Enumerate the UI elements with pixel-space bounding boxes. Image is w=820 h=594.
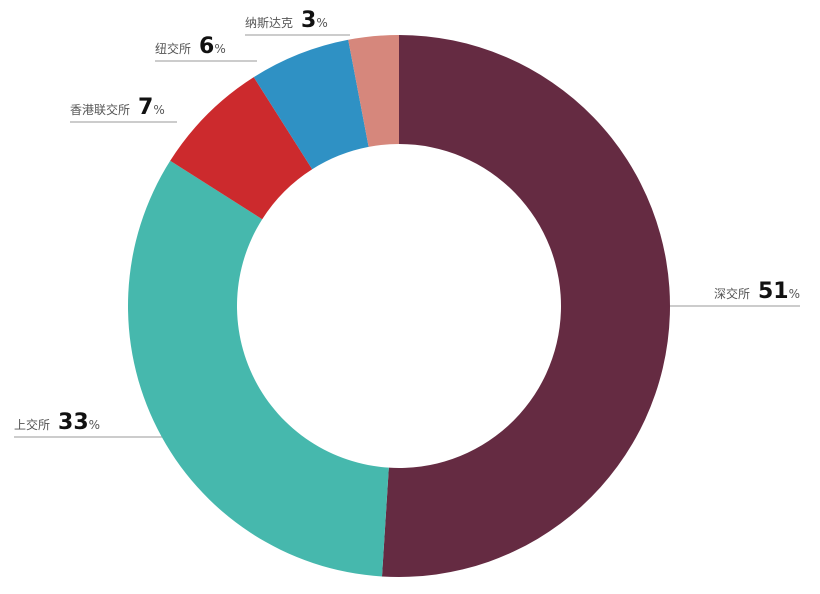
value-label: 33 (58, 410, 89, 435)
slice-label: 上交所 33% (14, 410, 100, 435)
slice-label: 纽交所 6% (155, 34, 226, 59)
value-label: 3 (301, 8, 316, 33)
category-label: 上交所 (14, 417, 50, 432)
unit-label: % (214, 42, 225, 56)
slice-label: 香港联交所 7% (70, 95, 165, 120)
category-label: 深交所 (714, 286, 750, 301)
unit-label: % (789, 287, 800, 301)
donut-slice (348, 35, 399, 147)
slice-label: 纳斯达克 3% (245, 8, 328, 33)
unit-label: % (316, 16, 327, 30)
donut-slice (253, 39, 369, 170)
unit-label: % (153, 103, 164, 117)
slice-label: 深交所 51% (714, 279, 800, 304)
value-label: 7 (138, 95, 153, 120)
category-label: 纳斯达克 (245, 16, 293, 30)
unit-label: % (89, 418, 100, 432)
value-label: 51 (758, 279, 789, 304)
donut-slice (381, 35, 670, 577)
donut-slice (127, 160, 389, 577)
donut-slice (170, 77, 313, 220)
value-label: 6 (199, 34, 214, 59)
category-label: 纽交所 (155, 41, 191, 56)
category-label: 香港联交所 (70, 102, 130, 117)
